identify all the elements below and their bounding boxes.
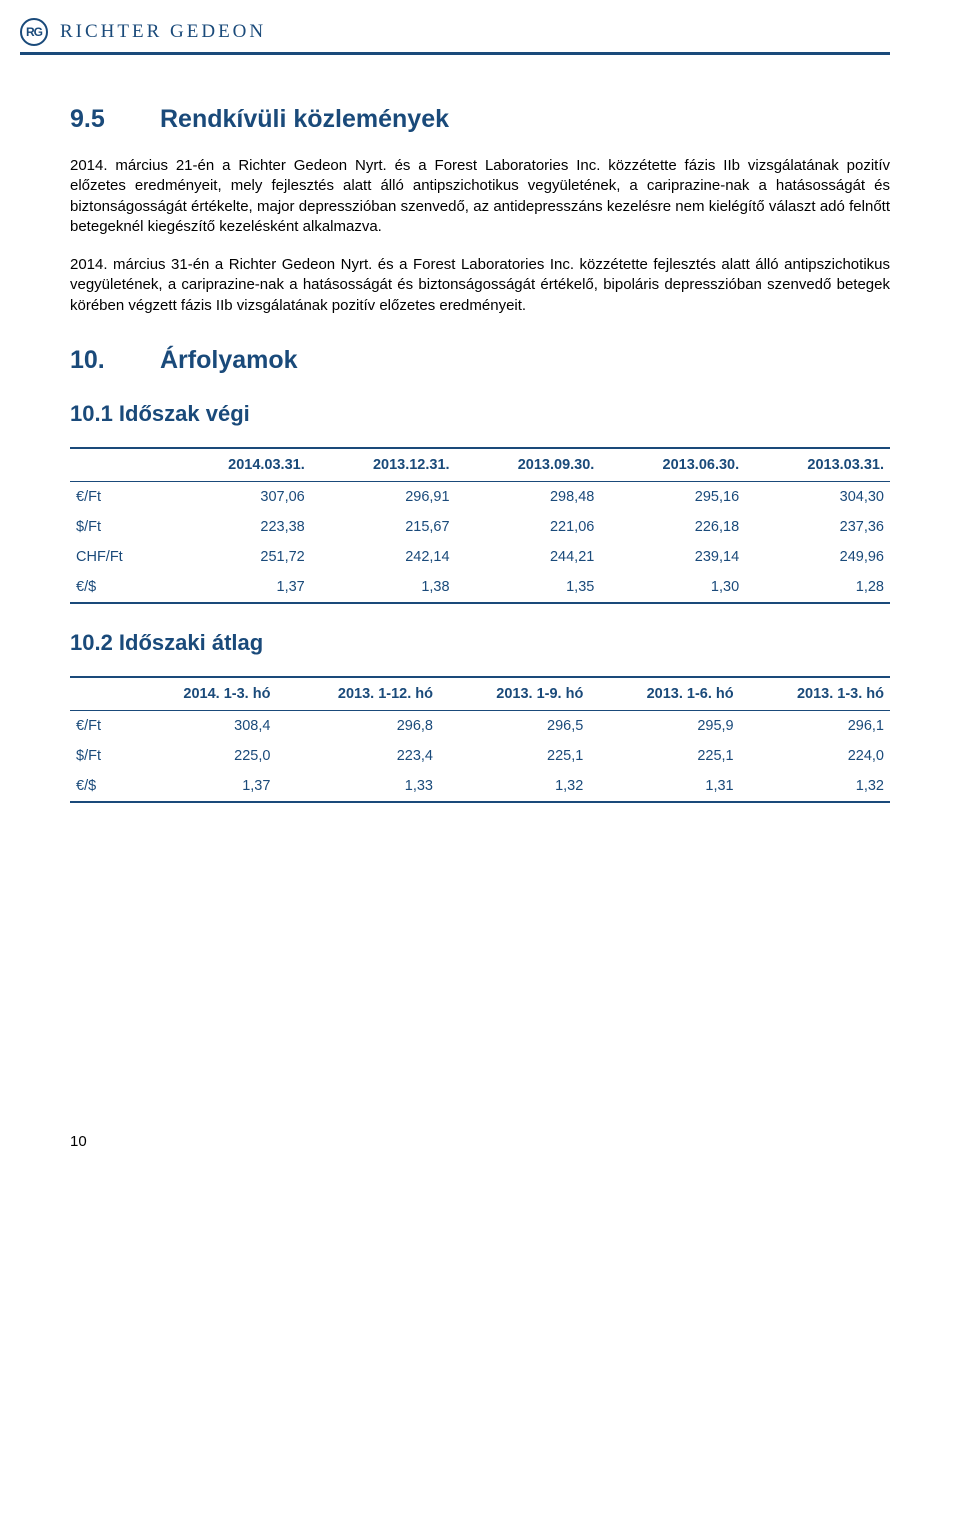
table-cell: 223,4: [276, 741, 439, 771]
table-cell: 226,18: [600, 512, 745, 542]
table-cell: 1,28: [745, 572, 890, 603]
table-cell: $/Ft: [70, 741, 126, 771]
table-cell: 295,16: [600, 481, 745, 512]
table-cell: 298,48: [456, 481, 601, 512]
table-header-cell: [70, 677, 126, 711]
paragraph-2: 2014. március 31-én a Richter Gedeon Nyr…: [70, 255, 890, 316]
table-header-cell: 2013. 1-9. hó: [439, 677, 589, 711]
table-cell: 296,91: [311, 481, 456, 512]
table-cell: 239,14: [600, 542, 745, 572]
table-cell: 1,38: [311, 572, 456, 603]
table-cell: 1,35: [456, 572, 601, 603]
table-cell: €/$: [70, 572, 166, 603]
table-header-cell: 2013. 1-12. hó: [276, 677, 439, 711]
table-header-row: 2014.03.31. 2013.12.31. 2013.09.30. 2013…: [70, 448, 890, 482]
subsection-102-heading: 10.2 Időszaki átlag: [70, 630, 890, 656]
table-cell: 308,4: [126, 710, 276, 741]
table-row: €/$ 1,37 1,38 1,35 1,30 1,28: [70, 572, 890, 603]
table-header-cell: 2013.12.31.: [311, 448, 456, 482]
table-cell: 296,5: [439, 710, 589, 741]
section-number: 10.: [70, 346, 160, 375]
table-header-cell: 2013.03.31.: [745, 448, 890, 482]
table-header-cell: 2013. 1-3. hó: [740, 677, 890, 711]
table-cell: 237,36: [745, 512, 890, 542]
table-cell: 244,21: [456, 542, 601, 572]
table-cell: €/$: [70, 771, 126, 802]
page-header: RG RICHTER GEDEON: [20, 0, 890, 55]
table-cell: 225,0: [126, 741, 276, 771]
table-cell: 225,1: [439, 741, 589, 771]
table-cell: 215,67: [311, 512, 456, 542]
table-header-row: 2014. 1-3. hó 2013. 1-12. hó 2013. 1-9. …: [70, 677, 890, 711]
section-95-heading: 9.5Rendkívüli közlemények: [70, 105, 890, 134]
table-cell: 242,14: [311, 542, 456, 572]
table-cell: €/Ft: [70, 481, 166, 512]
table-cell: 1,37: [126, 771, 276, 802]
table-header-cell: 2013.09.30.: [456, 448, 601, 482]
table-cell: 225,1: [589, 741, 739, 771]
page-number: 10: [70, 1133, 87, 1150]
section-title: Árfolyamok: [160, 346, 298, 374]
page-footer: 10: [70, 1133, 890, 1150]
table-cell: 1,32: [740, 771, 890, 802]
table-cell: 296,1: [740, 710, 890, 741]
table-102: 2014. 1-3. hó 2013. 1-12. hó 2013. 1-9. …: [70, 676, 890, 803]
table-cell: 295,9: [589, 710, 739, 741]
table-row: €/$ 1,37 1,33 1,32 1,31 1,32: [70, 771, 890, 802]
paragraph-1: 2014. március 21-én a Richter Gedeon Nyr…: [70, 156, 890, 237]
table-cell: $/Ft: [70, 512, 166, 542]
table-cell: 249,96: [745, 542, 890, 572]
page-container: RG RICHTER GEDEON 9.5Rendkívüli közlemén…: [0, 0, 960, 1190]
table-cell: 224,0: [740, 741, 890, 771]
table-row: $/Ft 225,0 223,4 225,1 225,1 224,0: [70, 741, 890, 771]
table-header-cell: [70, 448, 166, 482]
table-cell: 251,72: [166, 542, 311, 572]
table-cell: 1,31: [589, 771, 739, 802]
company-name: RICHTER GEDEON: [60, 21, 266, 43]
table-cell: 221,06: [456, 512, 601, 542]
table-row: CHF/Ft 251,72 242,14 244,21 239,14 249,9…: [70, 542, 890, 572]
table-cell: €/Ft: [70, 710, 126, 741]
table-header-cell: 2014.03.31.: [166, 448, 311, 482]
table-cell: 223,38: [166, 512, 311, 542]
table-cell: 1,37: [166, 572, 311, 603]
table-101: 2014.03.31. 2013.12.31. 2013.09.30. 2013…: [70, 447, 890, 604]
subsection-101-heading: 10.1 Időszak végi: [70, 401, 890, 427]
table-cell: 307,06: [166, 481, 311, 512]
table-row: €/Ft 308,4 296,8 296,5 295,9 296,1: [70, 710, 890, 741]
table-header-cell: 2014. 1-3. hó: [126, 677, 276, 711]
table-cell: 304,30: [745, 481, 890, 512]
table-header-cell: 2013.06.30.: [600, 448, 745, 482]
section-number: 9.5: [70, 105, 160, 134]
table-cell: CHF/Ft: [70, 542, 166, 572]
table-row: €/Ft 307,06 296,91 298,48 295,16 304,30: [70, 481, 890, 512]
table-header-cell: 2013. 1-6. hó: [589, 677, 739, 711]
table-cell: 1,33: [276, 771, 439, 802]
table-cell: 1,30: [600, 572, 745, 603]
section-10-heading: 10.Árfolyamok: [70, 346, 890, 375]
table-cell: 1,32: [439, 771, 589, 802]
section-title: Rendkívüli közlemények: [160, 105, 449, 133]
logo-icon: RG: [20, 18, 48, 46]
table-cell: 296,8: [276, 710, 439, 741]
table-row: $/Ft 223,38 215,67 221,06 226,18 237,36: [70, 512, 890, 542]
